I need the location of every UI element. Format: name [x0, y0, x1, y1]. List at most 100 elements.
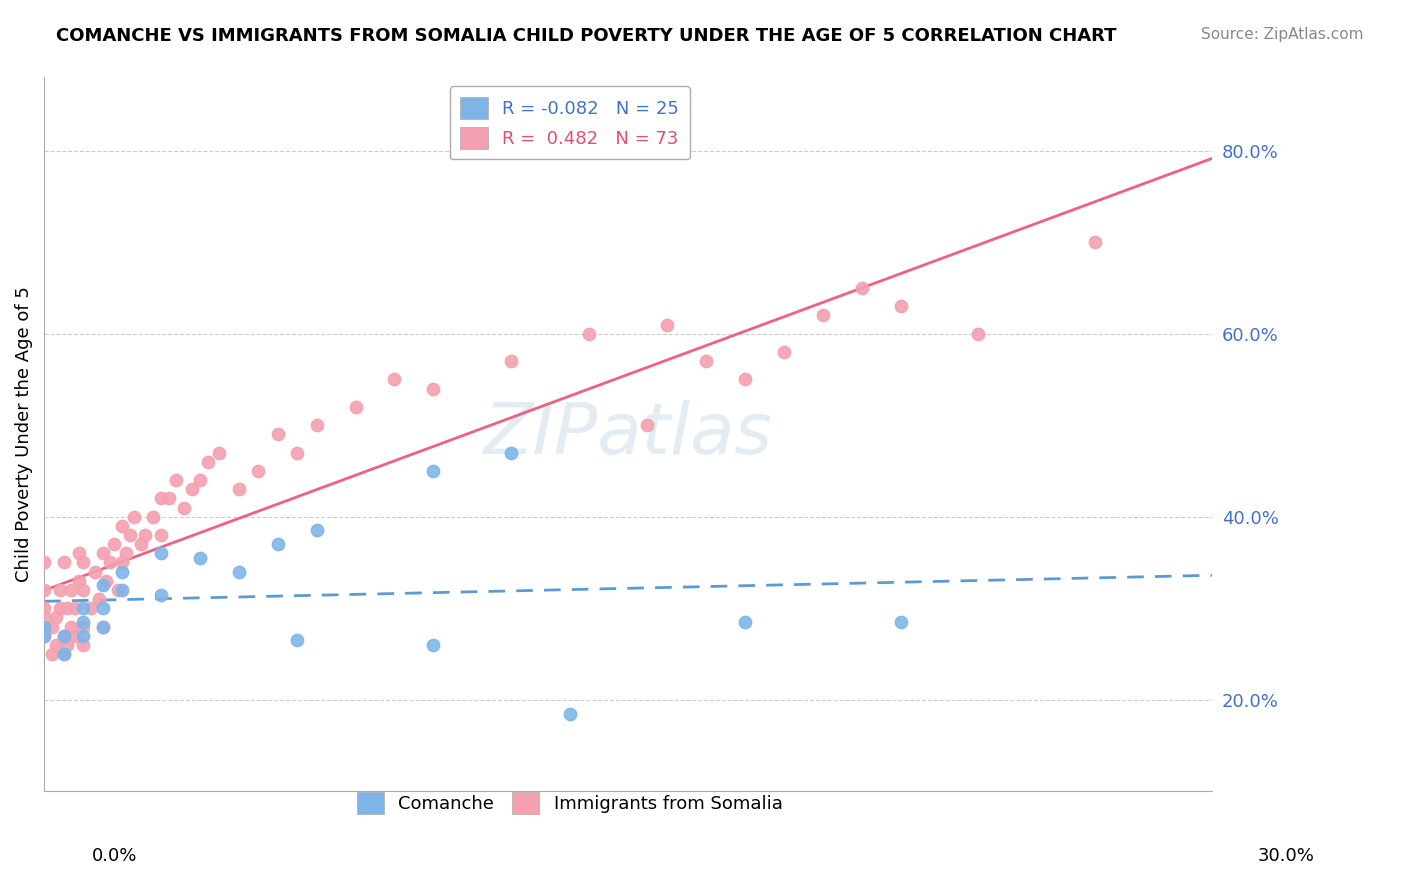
- Point: [851, 281, 873, 295]
- Point: [96, 574, 118, 588]
- Point: [558, 706, 581, 721]
- Point: [91, 578, 114, 592]
- Point: [578, 326, 600, 341]
- Point: [32, 629, 55, 643]
- Point: [48, 601, 70, 615]
- Point: [208, 445, 231, 459]
- Text: 30.0%: 30.0%: [1258, 847, 1315, 865]
- Point: [111, 556, 134, 570]
- Point: [32, 610, 55, 624]
- Point: [889, 615, 911, 629]
- Point: [266, 427, 288, 442]
- Point: [247, 464, 270, 478]
- Point: [637, 418, 659, 433]
- Point: [91, 546, 114, 560]
- Point: [52, 629, 75, 643]
- Point: [501, 445, 523, 459]
- Point: [72, 582, 94, 597]
- Point: [734, 372, 756, 386]
- Point: [48, 582, 70, 597]
- Point: [228, 565, 250, 579]
- Point: [45, 610, 67, 624]
- Point: [91, 601, 114, 615]
- Point: [181, 483, 204, 497]
- Point: [91, 619, 114, 633]
- Point: [65, 601, 87, 615]
- Point: [56, 638, 79, 652]
- Point: [149, 588, 172, 602]
- Point: [72, 556, 94, 570]
- Point: [695, 354, 717, 368]
- Point: [32, 619, 55, 633]
- Point: [56, 601, 79, 615]
- Point: [118, 528, 141, 542]
- Point: [111, 565, 134, 579]
- Text: 0.0%: 0.0%: [91, 847, 136, 865]
- Point: [32, 629, 55, 643]
- Point: [149, 528, 172, 542]
- Point: [149, 546, 172, 560]
- Point: [52, 647, 75, 661]
- Point: [384, 372, 406, 386]
- Point: [197, 455, 219, 469]
- Point: [45, 638, 67, 652]
- Point: [72, 619, 94, 633]
- Point: [32, 582, 55, 597]
- Point: [142, 509, 165, 524]
- Point: [41, 647, 63, 661]
- Point: [80, 601, 103, 615]
- Point: [111, 582, 134, 597]
- Point: [422, 382, 444, 396]
- Point: [65, 629, 87, 643]
- Point: [188, 550, 211, 565]
- Point: [52, 629, 75, 643]
- Point: [91, 619, 114, 633]
- Legend: Comanche, Immigrants from Somalia: Comanche, Immigrants from Somalia: [346, 781, 793, 825]
- Text: COMANCHE VS IMMIGRANTS FROM SOMALIA CHILD POVERTY UNDER THE AGE OF 5 CORRELATION: COMANCHE VS IMMIGRANTS FROM SOMALIA CHIL…: [56, 27, 1116, 45]
- Point: [115, 546, 138, 560]
- Y-axis label: Child Poverty Under the Age of 5: Child Poverty Under the Age of 5: [15, 286, 32, 582]
- Point: [157, 491, 180, 506]
- Point: [772, 345, 794, 359]
- Point: [32, 556, 55, 570]
- Point: [32, 619, 55, 633]
- Point: [60, 619, 83, 633]
- Point: [111, 519, 134, 533]
- Point: [122, 509, 145, 524]
- Point: [98, 556, 121, 570]
- Point: [1084, 235, 1107, 249]
- Point: [41, 619, 63, 633]
- Point: [188, 473, 211, 487]
- Point: [83, 565, 105, 579]
- Point: [52, 556, 75, 570]
- Point: [87, 592, 110, 607]
- Point: [422, 464, 444, 478]
- Point: [134, 528, 156, 542]
- Text: Source: ZipAtlas.com: Source: ZipAtlas.com: [1201, 27, 1364, 42]
- Point: [60, 582, 83, 597]
- Point: [734, 615, 756, 629]
- Point: [655, 318, 678, 332]
- Point: [173, 500, 195, 515]
- Point: [889, 299, 911, 313]
- Point: [107, 582, 129, 597]
- Point: [266, 537, 288, 551]
- Point: [103, 537, 125, 551]
- Point: [344, 400, 367, 414]
- Point: [501, 354, 523, 368]
- Point: [166, 473, 188, 487]
- Point: [72, 629, 94, 643]
- Point: [305, 524, 328, 538]
- Point: [67, 546, 90, 560]
- Point: [67, 574, 90, 588]
- Point: [228, 483, 250, 497]
- Text: ZIPatlas: ZIPatlas: [484, 400, 772, 469]
- Point: [131, 537, 153, 551]
- Point: [149, 491, 172, 506]
- Point: [422, 638, 444, 652]
- Point: [285, 633, 308, 648]
- Point: [32, 601, 55, 615]
- Point: [72, 638, 94, 652]
- Point: [72, 601, 94, 615]
- Point: [52, 647, 75, 661]
